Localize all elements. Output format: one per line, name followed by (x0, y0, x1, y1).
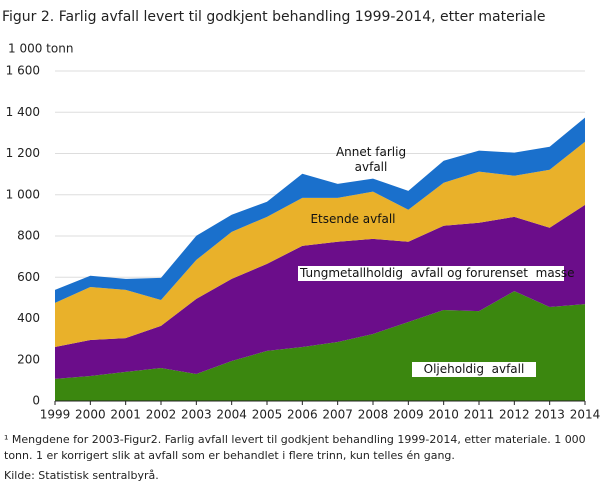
x-tick-label: 2001 (110, 408, 141, 422)
series-label: Oljeholdig avfall (412, 362, 536, 377)
y-tick-label: 1 000 (6, 187, 40, 201)
area (55, 117, 585, 303)
x-tick-label: 2005 (252, 408, 283, 422)
x-tick-label: 2013 (534, 408, 565, 422)
x-tick-label: 2004 (216, 408, 247, 422)
y-tick-label: 600 (17, 270, 40, 284)
x-tick-label: 2009 (393, 408, 424, 422)
y-tick-label: 200 (17, 352, 40, 366)
x-tick-label: 1999 (40, 408, 71, 422)
y-tick-label: 0 (32, 394, 40, 408)
series-label: Tungmetallholdig avfall og forurenset ma… (298, 266, 575, 281)
series-label: Annet farlig avfall (335, 145, 407, 174)
y-tick-label: 1 200 (6, 146, 40, 160)
series-label: Etsende avfall (310, 212, 396, 226)
x-tick-label: 2007 (322, 408, 353, 422)
y-tick-label: 1 400 (6, 105, 40, 119)
x-tick-label: 2011 (464, 408, 495, 422)
x-tick-label: 2000 (75, 408, 106, 422)
x-tick-label: 2014 (570, 408, 601, 422)
area (55, 204, 585, 379)
y-tick-label: 400 (17, 311, 40, 325)
x-tick-label: 2002 (146, 408, 177, 422)
y-axis-label: 1 000 tonn (8, 42, 73, 56)
x-tick-label: 2010 (428, 408, 459, 422)
x-tick-label: 2008 (358, 408, 389, 422)
x-tick-label: 2003 (181, 408, 212, 422)
y-tick-label: 1 600 (6, 64, 40, 78)
y-tick-label: 800 (17, 229, 40, 243)
source: Kilde: Statistisk sentralbyrå. (4, 469, 159, 482)
footnote: ¹ Mengdene for 2003-Figur2. Farlig avfal… (4, 433, 586, 462)
area (55, 141, 585, 347)
chart-title: Figur 2. Farlig avfall levert til godkje… (2, 9, 545, 25)
x-tick-label: 2006 (287, 408, 318, 422)
x-tick-label: 2012 (499, 408, 530, 422)
